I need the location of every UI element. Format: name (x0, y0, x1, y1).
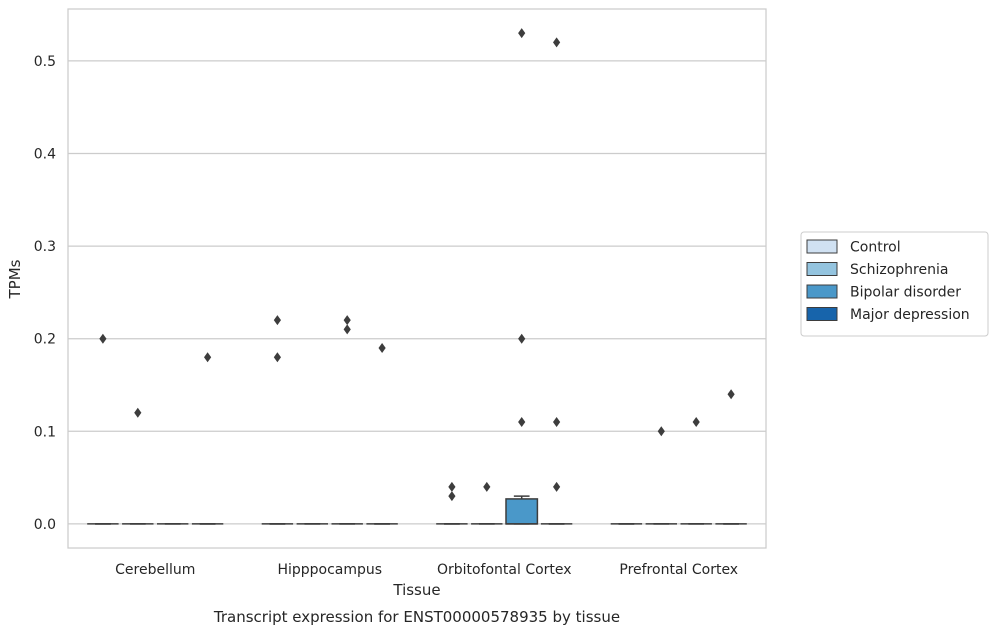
outlier-point (483, 481, 491, 492)
box-body (505, 498, 539, 525)
outlier-point (378, 342, 386, 353)
x-tick-label: Orbitofontal Cortex (437, 562, 572, 578)
x-axis-label: Tissue (392, 581, 440, 599)
box (505, 495, 539, 525)
y-tick-label: 0.3 (34, 239, 56, 255)
outlier-point (657, 426, 665, 437)
outlier-point (343, 324, 351, 335)
outlier-layer (99, 28, 735, 502)
x-tick-labels: Cerebellum Hipppocampus Orbitofontal Corte… (115, 562, 738, 578)
outlier-point (204, 352, 212, 363)
outlier-point (518, 28, 526, 39)
y-tick-label: 0.5 (34, 54, 56, 70)
outlier-point (553, 37, 561, 48)
legend-label: Bipolar disorder (850, 285, 961, 301)
outlier-point (553, 417, 561, 428)
outlier-point (692, 417, 700, 428)
legend-swatch (806, 284, 838, 299)
legend-label: Control (850, 240, 901, 256)
y-tick-label: 0.0 (34, 517, 56, 533)
outlier-point (134, 407, 142, 418)
y-tick-label: 0.2 (34, 332, 56, 348)
legend-frame (800, 231, 989, 337)
outlier-point (343, 315, 351, 326)
x-tick-label: Prefrontal Cortex (619, 562, 738, 578)
y-tick-labels: 0.0 0.1 0.2 0.3 0.4 0.5 (34, 54, 56, 533)
plot-frame (67, 8, 767, 549)
outlier-point (448, 481, 456, 492)
outlier-point (99, 333, 107, 344)
outlier-point (448, 491, 456, 502)
outlier-point (518, 333, 526, 344)
legend-swatch (806, 239, 838, 254)
x-tick-label: Cerebellum (115, 562, 195, 578)
x-tick-label: Hipppocampus (277, 562, 382, 578)
outlier-point (727, 389, 735, 400)
y-tick-label: 0.4 (34, 146, 56, 162)
outlier-point (553, 481, 561, 492)
outlier-point (518, 417, 526, 428)
legend-label: Major depression (850, 307, 970, 323)
outlier-point (273, 315, 281, 326)
y-axis-label: TPMs (6, 259, 24, 299)
legend: Control Schizophrenia Bipolar disorder Majo… (800, 231, 989, 337)
box-layer (87, 495, 747, 525)
legend-swatch (806, 262, 838, 276)
legend-swatch (806, 307, 838, 321)
legend-label: Schizophrenia (850, 262, 948, 278)
outlier-point (273, 352, 281, 363)
y-tick-label: 0.1 (34, 424, 56, 440)
chart-title: Transcript expression for ENST0000057893… (213, 608, 620, 626)
